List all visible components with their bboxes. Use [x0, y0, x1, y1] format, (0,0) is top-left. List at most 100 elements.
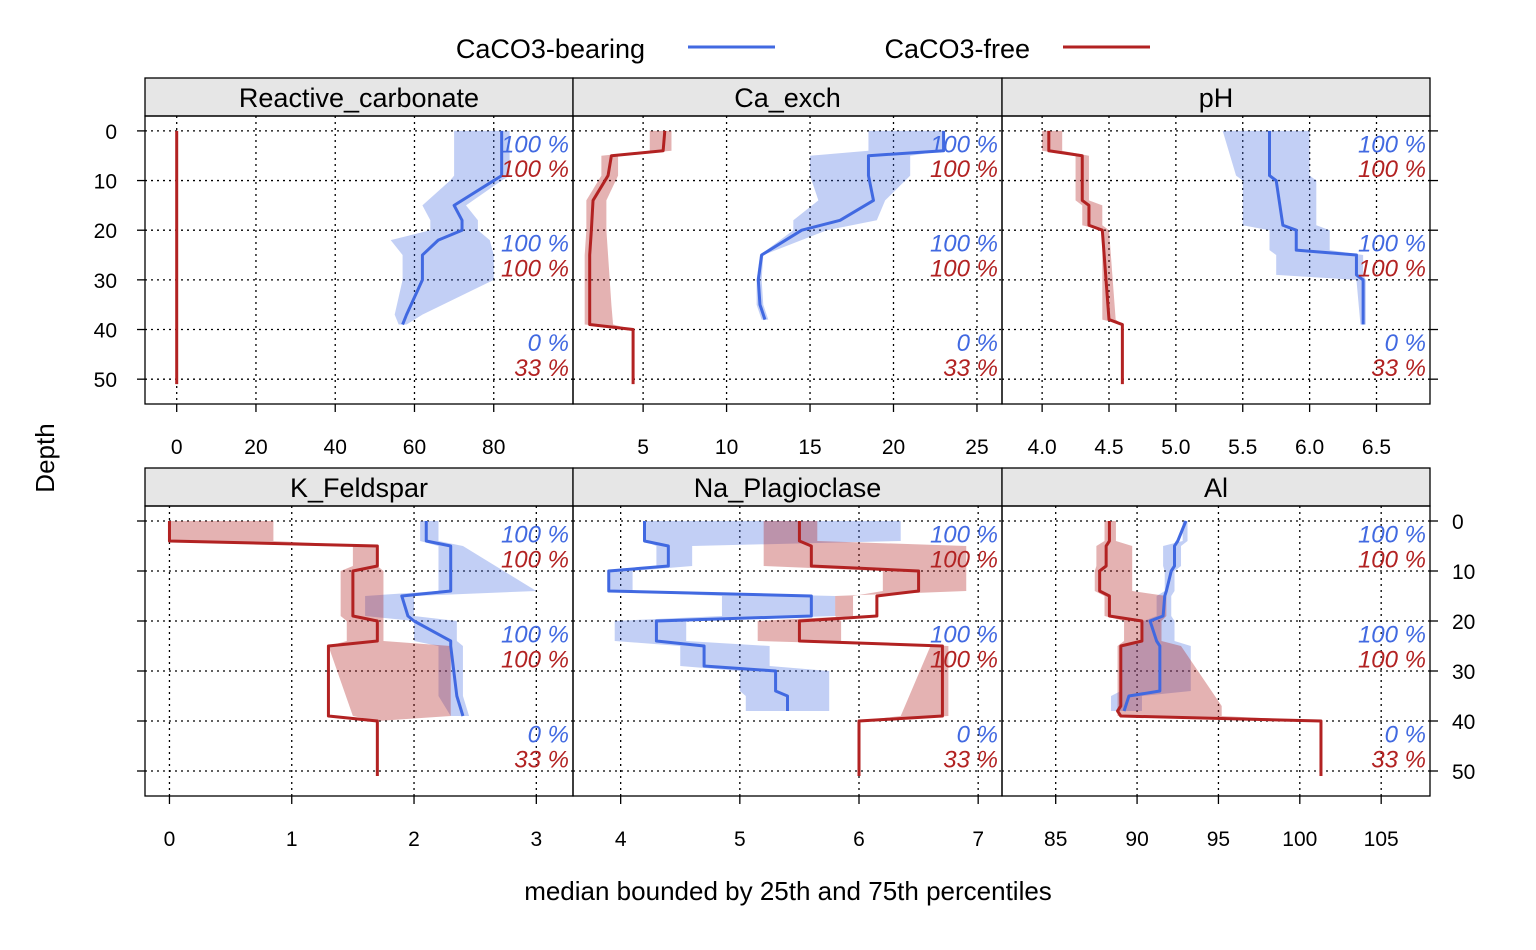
percent-label: 100 %: [501, 231, 569, 258]
percent-label: 100 %: [930, 156, 998, 183]
median-line-caco3-bearing: [1122, 520, 1188, 712]
percent-label: 100 %: [930, 131, 998, 158]
y-tick-label: 30: [94, 270, 117, 293]
x-tick-label: 2: [408, 828, 420, 851]
panel-strip: [144, 77, 574, 117]
percent-label: 100 %: [1358, 231, 1426, 258]
x-tick-label: 80: [482, 436, 505, 459]
plot-area: [175, 130, 510, 385]
y-tick-label: 0: [1452, 511, 1464, 534]
percent-label: 100 %: [930, 547, 998, 574]
plot-area: [167, 521, 537, 776]
percent-label: 33 %: [1371, 747, 1426, 774]
panel-title: Reactive_carbonate: [239, 83, 479, 113]
panel-strip: [1001, 77, 1431, 117]
iqr-band-caco3-bearing: [1222, 130, 1366, 325]
x-tick-label: 15: [798, 436, 821, 459]
percent-label: 100 %: [501, 647, 569, 674]
percent-label: 100 %: [1358, 255, 1426, 282]
x-tick-label: 105: [1364, 828, 1399, 851]
x-tick-label: 5.5: [1228, 436, 1257, 459]
y-axis-title: Depth: [30, 423, 60, 492]
y-tick-label: 20: [1452, 611, 1475, 634]
percent-label: 100 %: [501, 156, 569, 183]
percent-label: 0 %: [528, 330, 569, 357]
legend: CaCO3-bearing CaCO3-free: [456, 34, 1150, 64]
median-line-caco3-free: [797, 521, 944, 776]
panel-strip: [144, 467, 574, 507]
x-tick-label: 90: [1125, 828, 1148, 851]
x-tick-label: 3: [530, 828, 542, 851]
percent-label: 100 %: [930, 231, 998, 258]
iqr-band-caco3-bearing: [390, 130, 510, 325]
percent-label: 33 %: [943, 747, 998, 774]
y-tick-label: 10: [94, 171, 117, 194]
legend-label-caco3-free: CaCO3-free: [884, 34, 1030, 64]
percent-label: 33 %: [943, 355, 998, 382]
panel-title: Ca_exch: [734, 83, 841, 113]
percent-label: 100 %: [930, 522, 998, 549]
iqr-band-caco3-free: [757, 521, 967, 776]
percent-label: 100 %: [1358, 547, 1426, 574]
x-tick-label: 95: [1207, 828, 1230, 851]
x-tick-label: 4.0: [1028, 436, 1057, 459]
panel-title: K_Feldspar: [290, 473, 428, 503]
x-tick-label: 4.5: [1094, 436, 1123, 459]
percent-label: 0 %: [957, 722, 998, 749]
y-tick-label: 10: [1452, 561, 1475, 584]
iqr-band-caco3-bearing: [756, 130, 944, 320]
x-tick-label: 40: [324, 436, 347, 459]
iqr-band-caco3-bearing: [365, 521, 537, 716]
plot-area: [1042, 130, 1366, 385]
x-axis-title: median bounded by 25th and 75th percenti…: [524, 876, 1052, 906]
median-line-caco3-free: [1047, 130, 1124, 385]
percent-label: 100 %: [1358, 131, 1426, 158]
percent-label: 33 %: [514, 747, 569, 774]
panel-strip: [1001, 467, 1431, 507]
percent-label: 100 %: [501, 522, 569, 549]
percent-label: 0 %: [528, 722, 569, 749]
percent-label: 100 %: [501, 255, 569, 282]
x-tick-label: 6: [853, 828, 865, 851]
median-line-caco3-free: [588, 130, 667, 385]
y-tick-label: 40: [94, 320, 117, 343]
legend-label-caco3-bearing: CaCO3-bearing: [456, 34, 645, 64]
x-tick-label: 6.5: [1362, 436, 1391, 459]
x-tick-label: 1: [286, 828, 298, 851]
percent-label: 100 %: [1358, 622, 1426, 649]
y-tick-label: 50: [94, 369, 117, 392]
percent-label: 0 %: [1385, 722, 1426, 749]
median-line-caco3-bearing: [607, 521, 813, 711]
panel-strip: [572, 467, 1003, 507]
x-tick-label: 100: [1282, 828, 1317, 851]
y-tick-label: 20: [94, 220, 117, 243]
panel-title: Na_Plagioclase: [694, 473, 882, 503]
plot-area: [607, 521, 967, 776]
panel-frame: [1001, 505, 1431, 797]
x-tick-label: 20: [244, 436, 267, 459]
plot-area: [1094, 520, 1323, 776]
percent-label: 100 %: [930, 647, 998, 674]
y-tick-label: 0: [105, 121, 117, 144]
plot-area: [584, 130, 946, 385]
iqr-band-caco3-bearing: [608, 521, 901, 711]
median-line-caco3-bearing: [400, 521, 465, 717]
panel-strip: [572, 77, 1003, 117]
percent-label: 100 %: [501, 622, 569, 649]
median-line-caco3-bearing: [756, 130, 946, 321]
iqr-band-caco3-free: [584, 130, 672, 385]
x-tick-label: 5: [734, 828, 746, 851]
iqr-band-caco3-free: [169, 521, 451, 776]
x-tick-label: 60: [403, 436, 426, 459]
median-line-caco3-bearing: [401, 130, 504, 326]
percent-label: 0 %: [1385, 330, 1426, 357]
iqr-band-caco3-bearing: [1111, 521, 1191, 711]
median-line-caco3-bearing: [1268, 130, 1365, 325]
